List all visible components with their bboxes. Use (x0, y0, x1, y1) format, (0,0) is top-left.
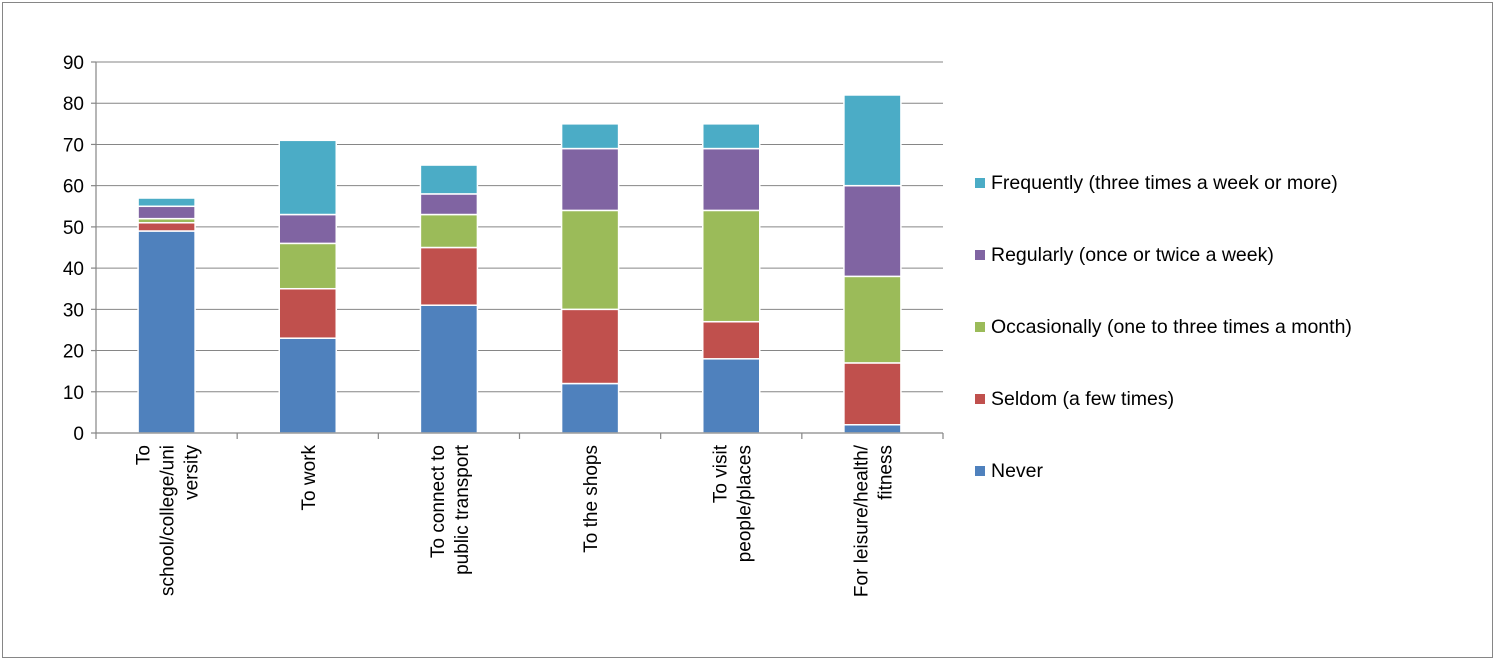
x-category-label-line: To the shops (581, 445, 602, 553)
bar-segment (419, 193, 479, 216)
x-category-label-line: To (134, 445, 155, 465)
x-category-label-line: For leisure/health/ (851, 444, 872, 597)
y-tick-label: 30 (63, 300, 84, 321)
legend-swatch (975, 178, 985, 188)
bar-segment (278, 287, 337, 339)
x-category-label-line: school/college/uni (158, 445, 179, 596)
y-tick-label: 10 (63, 383, 84, 404)
bar-segment (560, 209, 620, 311)
x-category-label: To the shops (581, 445, 602, 553)
bar-segment (278, 337, 337, 434)
y-tick-label: 90 (63, 53, 84, 74)
bar-segment (419, 246, 479, 306)
y-axis-tick-labels: 0 10 20 30 40 50 60 70 80 90 (63, 53, 84, 445)
legend-swatch (975, 394, 985, 404)
y-tick-label: 20 (63, 342, 84, 363)
bar-segment (702, 358, 761, 434)
y-tick-label: 80 (63, 94, 84, 115)
legend-label: Occasionally (one to three times a month… (991, 315, 1352, 338)
bar-segment (702, 147, 761, 212)
y-tick-label: 60 (63, 177, 84, 198)
x-category-label-line: To visit (710, 444, 731, 503)
bar-segment (137, 205, 196, 220)
legend-swatch (975, 466, 985, 476)
legend-item: Frequently (three times a week or more) (975, 170, 1338, 196)
bar-segment (278, 213, 337, 245)
bar-segment (278, 139, 337, 216)
x-axis-category-labels: To school/college/uni versity To work To con… (134, 444, 897, 597)
x-category-label-line: versity (182, 445, 203, 500)
legend-label: Never (991, 459, 1044, 482)
legend-label: Regularly (once or twice a week) (991, 243, 1274, 266)
legend-item: Occasionally (one to three times a month… (975, 314, 1352, 340)
y-tick-label: 50 (63, 218, 84, 239)
x-category-label: To visit people/places (710, 444, 755, 562)
legend-item: Never (975, 458, 1043, 484)
x-category-label: To connect to public transport (428, 444, 473, 575)
x-category-label: For leisure/health/fitness (851, 444, 896, 597)
bar-segment (137, 222, 196, 232)
bar-segment (560, 382, 620, 434)
bar-segment (702, 320, 761, 360)
legend-swatch (975, 250, 985, 260)
bar-segment (843, 362, 902, 426)
legend-item: Regularly (once or twice a week) (975, 242, 1274, 268)
x-category-label: To work (299, 445, 320, 511)
y-tick-label: 0 (73, 424, 84, 445)
x-category-label-line: To connect to (428, 445, 449, 558)
legend-swatch (975, 322, 985, 332)
bar-segment (702, 209, 761, 323)
x-category-label-line: fitness (875, 445, 896, 500)
legend-label: Frequently (three times a week or more) (991, 171, 1338, 194)
gridlines (96, 61, 943, 393)
y-tick-label: 40 (63, 259, 84, 280)
bar-segment (137, 197, 196, 208)
bar-segment (843, 184, 902, 278)
y-tick-label: 70 (63, 135, 84, 156)
bar-segment (419, 164, 479, 195)
legend-item: Seldom (a few times) (975, 386, 1174, 412)
bar-segment (843, 94, 902, 187)
x-category-label-line: To work (299, 445, 320, 511)
bar-segment (137, 230, 196, 434)
bar-segment (843, 275, 902, 364)
x-category-label-line: public transport (452, 444, 473, 575)
bar-segment (419, 304, 479, 434)
bar-segment (702, 123, 761, 150)
bar-segment (278, 242, 337, 290)
bar-segment (560, 147, 620, 212)
x-category-label-line: people/places (734, 445, 755, 562)
bar-segment (843, 424, 902, 434)
x-category-label: To school/college/uni versity (134, 445, 203, 597)
bars (137, 94, 902, 434)
bar-segment (560, 308, 620, 385)
bar-segment (419, 213, 479, 249)
bar-segment (560, 123, 620, 150)
legend-label: Seldom (a few times) (991, 387, 1175, 410)
axes (91, 61, 944, 439)
